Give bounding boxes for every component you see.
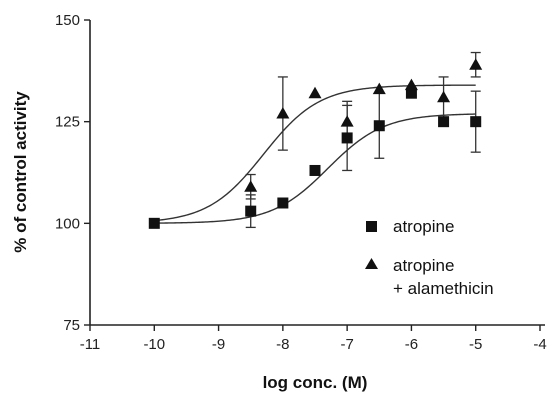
data-point-triangle: [276, 107, 290, 119]
data-markers: [148, 58, 483, 229]
data-point-square: [373, 120, 385, 132]
data-point-square: [277, 197, 289, 209]
data-point-square: [405, 87, 417, 99]
legend: atropine atropine + alamethicin: [365, 217, 494, 298]
legend-square-marker: [366, 221, 377, 232]
fit-curve-series-0: [154, 113, 476, 224]
fit-curve-series-1: [154, 84, 476, 222]
data-point-triangle: [469, 58, 483, 70]
data-point-triangle: [372, 82, 386, 95]
x-tick-label: -11: [80, 336, 101, 353]
x-tick-label: -8: [276, 336, 289, 353]
legend-label-alamethicin-1: atropine: [393, 256, 454, 275]
ticks: -11 -10 -9 -8 -7 -6 -5 -4 75 100 125 150: [55, 12, 547, 353]
data-point-square: [341, 132, 353, 144]
data-point-triangle: [244, 180, 258, 192]
x-tick-label: -9: [212, 336, 225, 353]
x-tick-label: -10: [143, 336, 165, 353]
data-point-square: [470, 116, 482, 128]
data-point-triangle: [340, 115, 354, 127]
legend-label-atropine: atropine: [393, 217, 454, 236]
y-tick-label: 100: [55, 215, 80, 232]
x-tick-label: -6: [405, 336, 418, 353]
data-point-square: [245, 205, 257, 217]
fit-curves: [154, 84, 476, 224]
x-tick-label: -7: [340, 336, 353, 353]
data-point-square: [148, 217, 160, 229]
data-point-triangle: [404, 78, 418, 91]
x-axis-title: log conc. (M): [263, 373, 368, 392]
data-point-triangle: [437, 90, 451, 103]
y-tick-label: 125: [55, 114, 80, 131]
axes: [89, 20, 545, 326]
y-tick-label: 150: [55, 12, 80, 29]
y-tick-label: 75: [63, 317, 80, 334]
data-point-square: [438, 116, 450, 128]
legend-label-alamethicin-2: + alamethicin: [393, 279, 494, 298]
legend-triangle-marker: [365, 258, 378, 269]
x-tick-label: -5: [469, 336, 482, 353]
data-point-square: [309, 164, 321, 176]
data-point-triangle: [308, 86, 322, 99]
x-tick-label: -4: [533, 336, 546, 353]
y-axis-title: % of control activity: [11, 91, 30, 253]
